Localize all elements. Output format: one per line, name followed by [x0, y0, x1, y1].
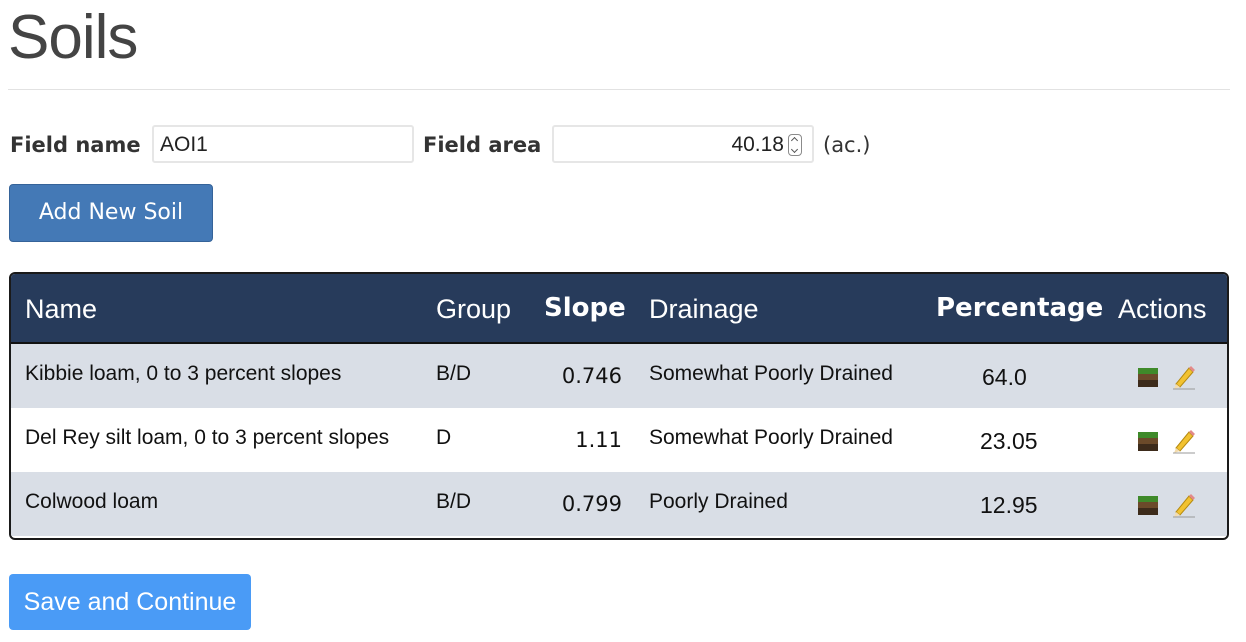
- header-drainage: Drainage: [649, 294, 759, 324]
- soil-drainage: Poorly Drained: [649, 490, 788, 513]
- soil-name: Del Rey silt loam, 0 to 3 percent slopes: [25, 426, 390, 449]
- soil-drainage: Somewhat Poorly Drained: [649, 426, 893, 449]
- pencil-icon[interactable]: [1171, 364, 1197, 390]
- field-name-input[interactable]: AOI1: [152, 125, 414, 163]
- soil-layers-icon[interactable]: [1137, 430, 1159, 452]
- header-name: Name: [25, 294, 98, 324]
- title-divider: [8, 89, 1230, 90]
- field-area-label: Field area: [423, 133, 542, 157]
- page-title: Soils: [8, 3, 138, 72]
- soils-table: Name Group Slope Drainage Percentage Act…: [9, 272, 1229, 540]
- table-row: Colwood loam B/D 0.799 Poorly Drained 12…: [11, 472, 1227, 536]
- soil-drainage: Somewhat Poorly Drained: [649, 362, 893, 385]
- number-spinner-icon[interactable]: [788, 134, 802, 156]
- header-slope: Slope: [544, 293, 626, 323]
- field-area-value: 40.18: [731, 133, 784, 156]
- header-actions: Actions: [1118, 294, 1207, 324]
- soil-slope: 0.746: [561, 364, 622, 388]
- header-percentage: Percentage: [936, 293, 1104, 323]
- soil-layers-icon[interactable]: [1137, 366, 1159, 388]
- row-actions: [1137, 428, 1197, 456]
- soil-group: B/D: [436, 490, 472, 513]
- soil-layers-icon[interactable]: [1137, 494, 1159, 516]
- save-and-continue-button[interactable]: Save and Continue: [9, 574, 251, 630]
- field-area-unit: (ac.): [823, 133, 871, 157]
- row-actions: [1137, 364, 1197, 392]
- soil-group: D: [436, 426, 452, 449]
- soil-name: Colwood loam: [25, 490, 159, 513]
- pencil-icon[interactable]: [1171, 428, 1197, 454]
- soil-percentage: 12.95: [980, 492, 1038, 518]
- row-actions: [1137, 492, 1197, 520]
- soil-percentage: 64.0: [982, 364, 1027, 390]
- field-area-input[interactable]: 40.18: [552, 125, 814, 163]
- soil-name: Kibbie loam, 0 to 3 percent slopes: [25, 362, 342, 385]
- soil-slope: 0.799: [561, 492, 622, 516]
- pencil-icon[interactable]: [1171, 492, 1197, 518]
- field-name-value: AOI1: [160, 133, 208, 156]
- header-group: Group: [436, 294, 512, 324]
- field-name-label: Field name: [10, 133, 141, 157]
- table-header: Name Group Slope Drainage Percentage Act…: [11, 274, 1227, 344]
- add-new-soil-button[interactable]: Add New Soil: [9, 184, 213, 242]
- table-row: Del Rey silt loam, 0 to 3 percent slopes…: [11, 408, 1227, 472]
- soil-percentage: 23.05: [980, 428, 1038, 454]
- table-row: Kibbie loam, 0 to 3 percent slopes B/D 0…: [11, 344, 1227, 408]
- soil-group: B/D: [436, 362, 472, 385]
- soil-slope: 1.11: [575, 428, 622, 452]
